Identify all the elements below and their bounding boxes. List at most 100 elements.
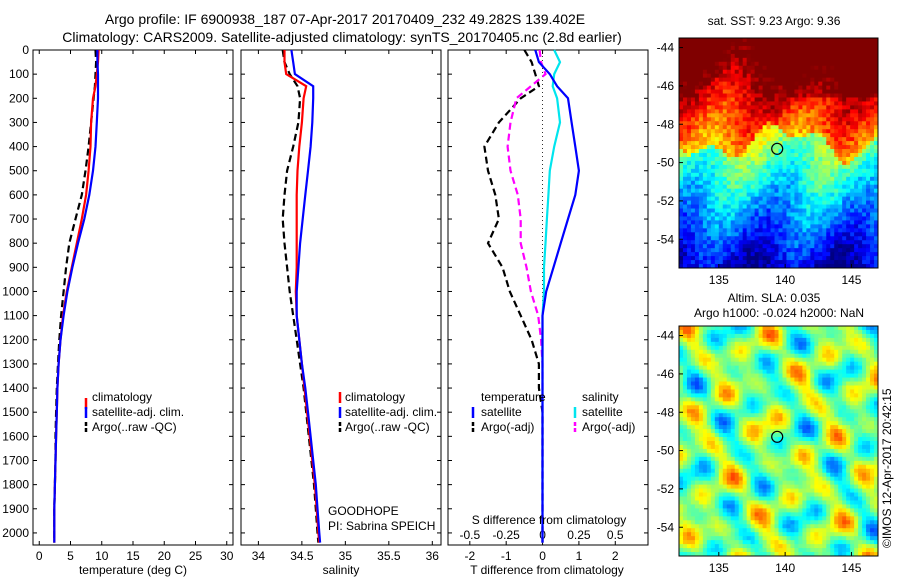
heatmap-cell — [806, 121, 811, 126]
heatmap-cell — [698, 184, 704, 190]
heatmap-cell — [706, 164, 712, 170]
heatmap-cell — [742, 172, 748, 178]
heatmap-cell — [758, 417, 764, 422]
heatmap-cell — [818, 121, 823, 126]
heatmap-cell — [858, 393, 863, 398]
heatmap-cell — [714, 244, 720, 249]
heatmap-cell — [834, 97, 839, 102]
heatmap-cell — [802, 149, 807, 154]
heatmap-cell — [826, 357, 831, 363]
heatmap-cell — [758, 326, 764, 331]
heatmap-cell — [838, 85, 843, 91]
heatmap-cell — [774, 212, 779, 217]
heatmap-cell — [698, 456, 704, 462]
heatmap-cell — [778, 236, 783, 241]
heatmap-cell — [738, 188, 744, 194]
heatmap-cell — [686, 129, 692, 134]
heatmap-cell — [706, 248, 712, 253]
heatmap-cell — [710, 228, 716, 233]
heatmap-cell — [850, 49, 855, 55]
heatmap-cell — [810, 401, 815, 406]
heatmap-cell — [866, 460, 871, 466]
heatmap-cell — [826, 365, 831, 371]
heatmap-cell — [826, 452, 831, 458]
heatmap-cell — [826, 429, 831, 434]
heatmap-cell — [778, 192, 783, 198]
heatmap-cell — [830, 329, 835, 335]
heatmap-cell — [758, 256, 764, 261]
heatmap-cell — [762, 97, 768, 102]
heatmap-cell — [690, 460, 696, 466]
heatmap-cell — [742, 397, 748, 402]
heatmap-cell — [786, 357, 791, 363]
heatmap-cell — [734, 429, 740, 434]
heatmap-cell — [762, 121, 768, 126]
heatmap-cell — [762, 377, 768, 383]
temperature-series — [53, 49, 100, 543]
heatmap-cell — [798, 381, 803, 386]
heatmap-cell — [858, 105, 863, 110]
heatmap-cell — [874, 397, 879, 402]
heatmap-cell — [846, 164, 851, 170]
heatmap-cell — [750, 248, 756, 253]
heatmap-cell — [806, 149, 811, 154]
heatmap-cell — [682, 77, 688, 83]
heatmap-cell — [778, 357, 783, 363]
heatmap-cell — [722, 456, 728, 462]
heatmap-cell — [814, 248, 819, 253]
heatmap-cell — [734, 153, 740, 158]
heatmap-cell — [794, 153, 799, 158]
heatmap-cell — [842, 125, 847, 130]
heatmap-cell — [874, 357, 879, 363]
heatmap-cell — [790, 409, 795, 414]
heatmap-cell — [679, 113, 684, 118]
heatmap-cell — [806, 69, 811, 75]
heatmap-cell — [706, 393, 712, 398]
heatmap-cell — [834, 433, 839, 438]
heatmap-cell — [714, 264, 720, 269]
heatmap-cell — [810, 464, 815, 470]
heatmap-cell — [702, 365, 708, 371]
heatmap-cell — [802, 53, 807, 59]
heatmap-cell — [758, 85, 764, 91]
heatmap-cell — [770, 429, 776, 434]
heatmap-cell — [806, 460, 811, 466]
heatmap-cell — [782, 385, 787, 390]
heatmap-cell — [826, 236, 831, 241]
heatmap-cell — [694, 113, 700, 118]
heatmap-cell — [746, 452, 752, 458]
heatmap-cell — [762, 77, 768, 83]
heatmap-cell — [854, 456, 859, 462]
heatmap-cell — [679, 264, 684, 269]
heatmap-cell — [818, 232, 823, 237]
heatmap-cell — [770, 85, 776, 91]
heatmap-cell — [722, 153, 728, 158]
heatmap-cell — [746, 180, 752, 186]
heatmap-cell — [714, 73, 720, 79]
heatmap-cell — [870, 345, 875, 351]
heatmap-cell — [686, 168, 692, 174]
heatmap-cell — [874, 57, 879, 63]
heatmap-cell — [754, 105, 760, 110]
heatmap-cell — [714, 81, 720, 87]
heatmap-cell — [762, 448, 768, 454]
heatmap-cell — [782, 333, 787, 339]
heatmap-cell — [682, 49, 688, 55]
heatmap-cell — [778, 117, 783, 122]
heatmap-cell — [858, 121, 863, 126]
heatmap-cell — [694, 365, 700, 371]
heatmap-cell — [694, 341, 700, 347]
heatmap-cell — [738, 153, 744, 158]
heatmap-cell — [806, 464, 811, 470]
heatmap-cell — [866, 381, 871, 386]
heatmap-cell — [706, 341, 712, 347]
heatmap-cell — [850, 361, 855, 367]
heatmap-cell — [790, 357, 795, 363]
heatmap-cell — [770, 200, 776, 206]
heatmap-cell — [690, 236, 696, 241]
heatmap-cell — [718, 425, 724, 430]
heatmap-cell — [730, 156, 736, 162]
heatmap-cell — [738, 97, 744, 102]
heatmap-cell — [679, 341, 684, 347]
heatmap-cell — [850, 326, 855, 331]
